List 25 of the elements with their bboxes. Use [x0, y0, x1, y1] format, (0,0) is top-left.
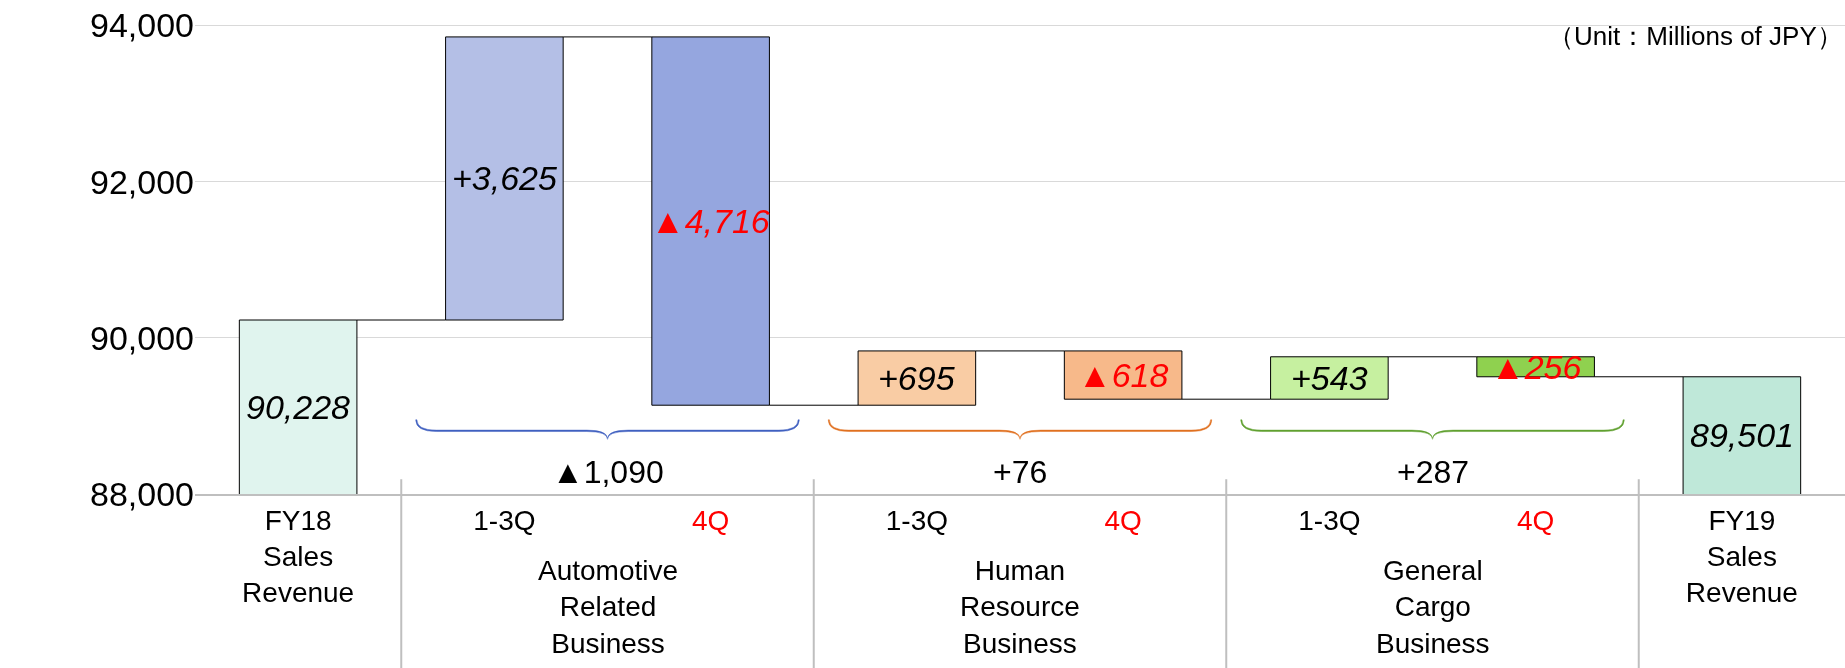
y-tick-label: 90,000	[90, 318, 194, 357]
data-label: +695	[878, 359, 955, 397]
data-label: 90,228	[246, 388, 351, 426]
annotation: +287	[1397, 454, 1470, 490]
data-label: ▲618	[1078, 356, 1169, 394]
x-tick-label: 1-3Q	[1298, 504, 1361, 536]
x-tick-label: 4Q	[1516, 504, 1555, 536]
text: Automotive Related Business	[538, 555, 679, 659]
x-tick-label: FY18 Sales Revenue	[242, 504, 355, 609]
data-label: +3,625	[452, 159, 558, 197]
y-tick-label: 88,000	[90, 474, 194, 513]
x-tick-label: 4Q	[691, 504, 730, 536]
data-label: 89,501	[1690, 416, 1794, 454]
y-tick-label: 94,000	[90, 6, 194, 45]
text: General Cargo Business	[1376, 555, 1490, 659]
annotation: +76	[993, 454, 1048, 490]
x-tick-label: 4Q	[1104, 504, 1142, 536]
data-label: +543	[1291, 359, 1368, 397]
annotation: （Unit：Millions of JPY）	[1548, 21, 1843, 51]
text: Human Resource Business	[960, 555, 1080, 659]
x-tick-label: FY19 Sales Revenue	[1685, 504, 1798, 609]
annotation: ▲1,090	[552, 454, 664, 490]
y-tick-label: 92,000	[90, 162, 194, 201]
x-tick-label: 1-3Q	[473, 504, 536, 536]
x-tick-label: 1-3Q	[885, 504, 949, 536]
